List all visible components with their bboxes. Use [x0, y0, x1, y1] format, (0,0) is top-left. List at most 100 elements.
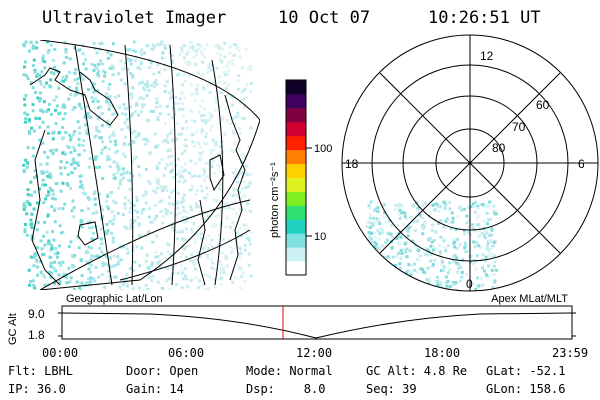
map-emission-pixel — [223, 81, 227, 85]
map-emission-pixel — [129, 92, 133, 96]
map-emission-pixel — [189, 83, 193, 87]
map-emission-pixel — [91, 238, 95, 242]
map-emission-pixel — [51, 192, 55, 196]
map-emission-pixel — [223, 55, 227, 59]
map-emission-pixel — [123, 121, 127, 125]
map-emission-pixel — [171, 60, 175, 64]
map-emission-pixel — [129, 201, 133, 205]
polar-emission-pixel — [486, 264, 490, 268]
map-emission-pixel — [158, 200, 162, 204]
polar-emission-pixel — [376, 219, 380, 223]
polar-emission-pixel — [431, 223, 435, 227]
map-emission-pixel — [203, 55, 207, 59]
map-emission-pixel — [81, 144, 85, 148]
polar-emission-pixel — [414, 228, 418, 232]
map-meridian — [74, 44, 113, 286]
polar-emission-pixel — [407, 263, 411, 267]
map-emission-pixel — [241, 65, 245, 69]
map-emission-pixel — [31, 86, 35, 90]
polar-emission-pixel — [404, 271, 408, 275]
map-emission-pixel — [87, 165, 91, 169]
map-emission-pixel — [184, 162, 188, 166]
polar-emission-pixel — [388, 232, 392, 236]
polar-emission-pixel — [383, 210, 387, 214]
map-emission-pixel — [142, 208, 146, 212]
map-emission-pixel — [99, 227, 103, 231]
map-emission-pixel — [176, 206, 180, 210]
map-emission-pixel — [149, 61, 153, 65]
map-emission-pixel — [181, 175, 185, 179]
map-emission-pixel — [67, 245, 71, 249]
map-emission-pixel — [25, 212, 29, 216]
map-emission-pixel — [77, 137, 81, 141]
map-emission-pixel — [128, 171, 132, 175]
map-emission-pixel — [38, 99, 42, 103]
status-glon: GLon: 158.6 — [486, 382, 566, 396]
map-emission-pixel — [171, 202, 175, 206]
map-emission-pixel — [144, 284, 148, 288]
map-emission-pixel — [162, 56, 166, 60]
polar-emission-pixel — [374, 261, 378, 265]
map-emission-pixel — [220, 170, 224, 174]
polar-emission-pixel — [448, 200, 452, 204]
map-emission-pixel — [187, 285, 191, 289]
map-emission-pixel — [59, 160, 63, 164]
map-emission-pixel — [187, 73, 191, 77]
polar-emission-pixel — [421, 283, 425, 287]
polar-emission-pixel — [461, 258, 465, 262]
polar-emission-pixel — [381, 258, 385, 262]
map-emission-pixel — [218, 105, 222, 109]
map-emission-pixel — [81, 186, 85, 190]
map-emission-pixel — [132, 287, 136, 290]
map-emission-pixel — [47, 193, 51, 197]
map-emission-pixel — [148, 182, 152, 186]
polar-emission-pixel — [444, 275, 448, 279]
map-emission-pixel — [157, 70, 161, 74]
map-emission-pixel — [225, 216, 229, 220]
map-emission-pixel — [228, 51, 232, 55]
polar-emission-pixel — [451, 281, 455, 285]
map-emission-pixel — [169, 276, 173, 280]
map-emission-pixel — [188, 46, 192, 50]
polar-emission-pixel — [475, 254, 479, 258]
map-emission-pixel — [194, 205, 198, 209]
map-emission-pixel — [243, 155, 247, 159]
map-emission-pixel — [72, 145, 76, 149]
map-emission-pixel — [71, 199, 75, 203]
map-emission-pixel — [209, 128, 213, 132]
map-emission-pixel — [52, 98, 56, 102]
map-emission-pixel — [151, 220, 155, 224]
map-emission-pixel — [223, 203, 227, 207]
map-emission-pixel — [167, 112, 171, 116]
map-emission-pixel — [210, 163, 214, 167]
map-emission-pixel — [199, 50, 203, 54]
map-emission-pixel — [108, 124, 112, 128]
polar-emission-pixel — [490, 246, 494, 250]
polar-emission-pixel — [428, 236, 432, 240]
map-emission-pixel — [184, 138, 188, 142]
polar-emission-pixel — [476, 207, 480, 211]
map-emission-pixel — [230, 149, 234, 153]
map-emission-pixel — [72, 161, 76, 165]
map-emission-pixel — [202, 107, 206, 111]
map-emission-pixel — [146, 85, 150, 89]
map-emission-pixel — [207, 119, 211, 123]
polar-emission-pixel — [395, 251, 399, 255]
map-emission-pixel — [176, 191, 180, 195]
map-emission-pixel — [116, 211, 120, 215]
map-emission-pixel — [38, 79, 42, 83]
polar-emission-pixel — [373, 221, 377, 225]
polar-emission-pixel — [429, 210, 433, 214]
map-emission-pixel — [219, 283, 223, 287]
polar-emission-pixel — [419, 267, 423, 271]
map-emission-pixel — [122, 102, 126, 106]
map-emission-pixel — [211, 245, 215, 249]
map-emission-pixel — [197, 286, 201, 290]
map-emission-pixel — [29, 255, 33, 259]
polar-emission-pixel — [402, 222, 406, 226]
polar-emission-pixel — [448, 207, 452, 211]
polar-emission-pixel — [437, 244, 441, 248]
polar-emission-pixel — [386, 255, 390, 259]
map-emission-pixel — [123, 66, 127, 70]
map-emission-pixel — [149, 109, 153, 113]
